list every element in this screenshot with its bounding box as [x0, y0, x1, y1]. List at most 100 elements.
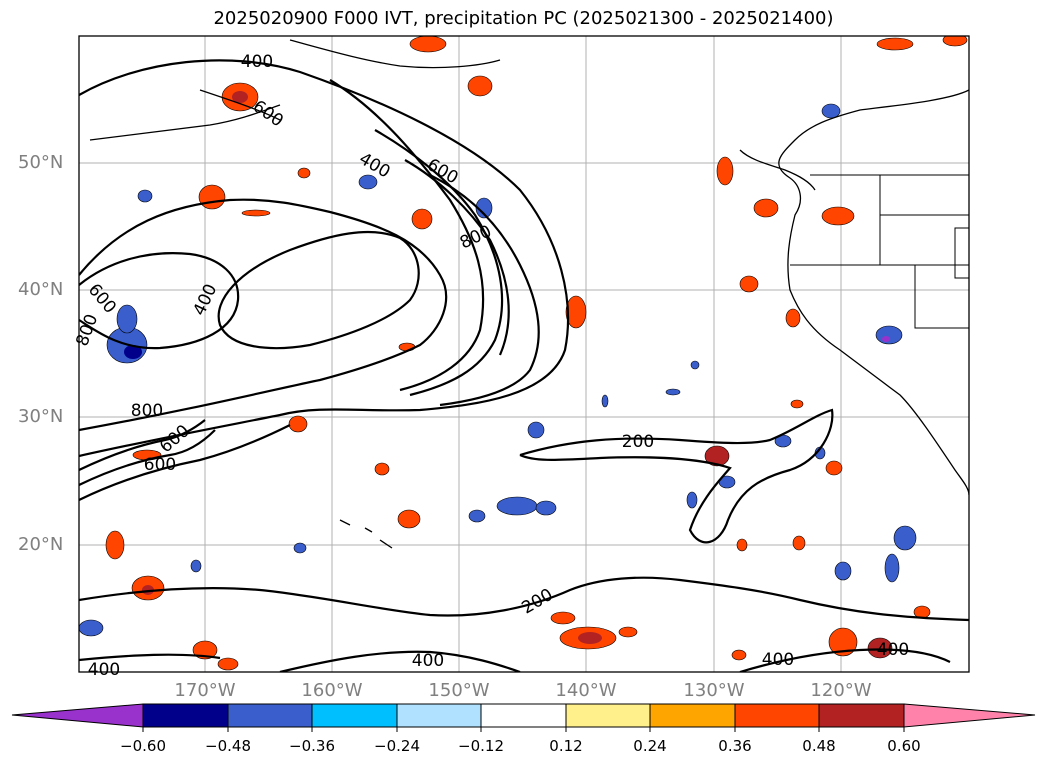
- precip-anomaly-fields: [79, 36, 968, 671]
- colorbar-tick-label: −0.36: [289, 737, 335, 755]
- ivt-contour-low-levels3: [79, 424, 291, 501]
- aleutian-arc: [89, 104, 281, 141]
- precip-negative-blob: [690, 360, 700, 370]
- precip-negative-blob: [884, 553, 900, 583]
- precip-negative-blob: [496, 496, 538, 516]
- contour-label: 200: [622, 432, 654, 452]
- lat-label: 20°N: [18, 534, 64, 555]
- precip-positive-blob: [397, 509, 421, 529]
- precip-positive-blob: [716, 156, 734, 186]
- precip-positive-blob: [618, 626, 638, 638]
- colorbar-tick-label: 0.60: [887, 737, 921, 755]
- precip-negative-blob: [468, 509, 486, 523]
- canada-islands: [739, 149, 816, 191]
- colorbar-tick-label: −0.60: [120, 737, 166, 755]
- colorbar-segment: [311, 703, 398, 728]
- precip-negative-blob: [190, 559, 202, 573]
- precip-negative-blob: [137, 189, 153, 203]
- precip-positive-blob: [736, 538, 748, 552]
- precip-positive-blob: [467, 75, 493, 97]
- lon-label: 120°W: [810, 680, 872, 701]
- precip-negative-blob: [665, 388, 681, 396]
- gridlines: [79, 36, 969, 672]
- lon-label: 130°W: [683, 680, 745, 701]
- contour-label: 400: [412, 651, 444, 671]
- political-borders: [790, 174, 969, 329]
- colorbar-extend-high: [903, 703, 1036, 728]
- colorbar-tick-label: 0.24: [633, 737, 667, 755]
- map-title: 2025020900 F000 IVT, precipitation PC (2…: [213, 8, 834, 29]
- contour-label: 400: [88, 660, 120, 680]
- lon-label: 160°W: [301, 680, 363, 701]
- contour-label: 800: [72, 312, 102, 349]
- precip-positive-blob: [409, 36, 447, 53]
- ivt-contour-600-inner: [217, 230, 420, 350]
- colorbar-tick-label: 0.36: [718, 737, 752, 755]
- contour-labels: 400 600 400 600 800 600 800 400 800 600 …: [72, 52, 909, 680]
- precip-positive-blob: [792, 535, 806, 551]
- colorbar-segment: [227, 703, 313, 728]
- colorbar-tick-label: −0.48: [205, 737, 251, 755]
- precip-positive-blob: [753, 198, 779, 218]
- lon-label: 150°W: [428, 680, 490, 701]
- precip-negative-blob: [293, 542, 307, 554]
- precip-positive-blob: [578, 632, 602, 644]
- precip-positive-blob: [198, 184, 226, 210]
- ivt-contour-low-levels2: [79, 419, 206, 471]
- lon-label: 170°W: [174, 680, 236, 701]
- contour-label: 800: [131, 401, 163, 421]
- precip-positive-blob: [565, 295, 587, 329]
- ivt-contour-ridge-400: [329, 79, 485, 392]
- precip-negative-blob: [124, 345, 142, 359]
- contour-label: 600: [423, 155, 461, 189]
- precip-positive-blob: [192, 640, 218, 660]
- precip-negative-blob: [834, 561, 852, 581]
- precip-positive-blob: [739, 275, 759, 293]
- north-america-coast: [778, 89, 969, 496]
- precip-positive-blob: [785, 308, 801, 328]
- precip-positive-blob: [288, 415, 308, 433]
- lon-label: 140°W: [555, 680, 617, 701]
- colorbar-extend-low: [11, 703, 144, 728]
- colorbar-segment: [565, 703, 651, 728]
- coastlines: [89, 39, 969, 549]
- precip-negative-blob: [475, 197, 493, 219]
- precip-positive-blob: [232, 91, 248, 103]
- colorbar-segment: [396, 703, 482, 728]
- ivt-contour-ridge-800: [404, 159, 510, 356]
- precip-negative-blob: [875, 325, 903, 345]
- precip-negative-blob: [882, 336, 890, 342]
- ivt-contour-200-south: [79, 576, 969, 622]
- precip-positive-blob: [550, 611, 576, 625]
- precip-negative-blob: [686, 491, 698, 509]
- precip-positive-blob: [411, 208, 433, 230]
- precip-positive-blob: [867, 637, 893, 659]
- ivt-contour-800: [79, 252, 240, 350]
- colorbar-segment: [142, 703, 229, 728]
- contour-label: 400: [190, 281, 222, 319]
- precip-positive-blob: [942, 36, 968, 47]
- ivt-contour-400-south: [79, 648, 951, 672]
- ivt-contour-ridge-800b: [429, 174, 540, 407]
- ivt-contour-low-levels: [79, 429, 216, 486]
- contour-label: 200: [518, 585, 556, 619]
- precip-negative-blob: [821, 103, 841, 119]
- precip-negative-blob: [527, 421, 545, 439]
- precip-positive-blob: [731, 649, 747, 661]
- lat-label: 50°N: [18, 152, 64, 173]
- precip-negative-blob: [893, 525, 917, 551]
- precip-positive-blob: [825, 460, 843, 476]
- contour-label: 400: [241, 52, 273, 72]
- precip-positive-blob: [821, 206, 855, 226]
- lat-label: 30°N: [18, 406, 64, 427]
- precip-negative-blob: [79, 619, 104, 637]
- ivt-contours: [79, 59, 969, 672]
- colorbar-segment: [649, 703, 736, 728]
- contour-label: 400: [877, 640, 909, 660]
- precip-positive-blob: [105, 530, 125, 560]
- hawaii-islands: [339, 519, 393, 549]
- ivt-contour-400-outer: [79, 59, 570, 458]
- precip-negative-blob: [601, 394, 609, 408]
- precip-positive-blob: [398, 342, 416, 352]
